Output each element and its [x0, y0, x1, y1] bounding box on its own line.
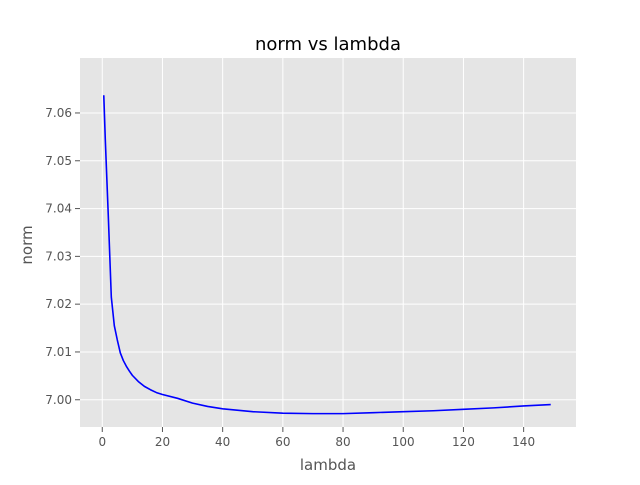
x-tick-label: 40 [215, 435, 230, 449]
series-layer [102, 95, 551, 415]
y-gridlines [80, 112, 576, 401]
x-tick-label: 140 [512, 435, 535, 449]
x-gridlines [101, 58, 525, 427]
y-tick-label: 7.03 [45, 249, 72, 263]
y-tick-label: 7.00 [45, 393, 72, 407]
y-axis-label: norm [18, 225, 36, 264]
y-tick-label: 7.02 [45, 297, 72, 311]
y-tick-label: 7.04 [45, 202, 72, 216]
x-tick-label: 100 [392, 435, 415, 449]
x-tick-label: 120 [452, 435, 475, 449]
series-line [102, 95, 551, 415]
y-axis-ticks: 7.00 7.01 7.02 7.03 7.04 7.05 7.06 [45, 106, 80, 407]
x-tick-label: 0 [98, 435, 106, 449]
y-tick-label: 7.06 [45, 106, 72, 120]
x-tick-label: 20 [155, 435, 170, 449]
x-axis-label: lambda [300, 456, 356, 474]
y-tick-label: 7.01 [45, 345, 72, 359]
x-tick-label: 60 [275, 435, 290, 449]
chart-title: norm vs lambda [255, 34, 401, 55]
x-tick-label: 80 [335, 435, 350, 449]
x-axis-ticks: 0 20 40 60 80 100 120 140 [98, 427, 535, 449]
y-tick-label: 7.05 [45, 154, 72, 168]
